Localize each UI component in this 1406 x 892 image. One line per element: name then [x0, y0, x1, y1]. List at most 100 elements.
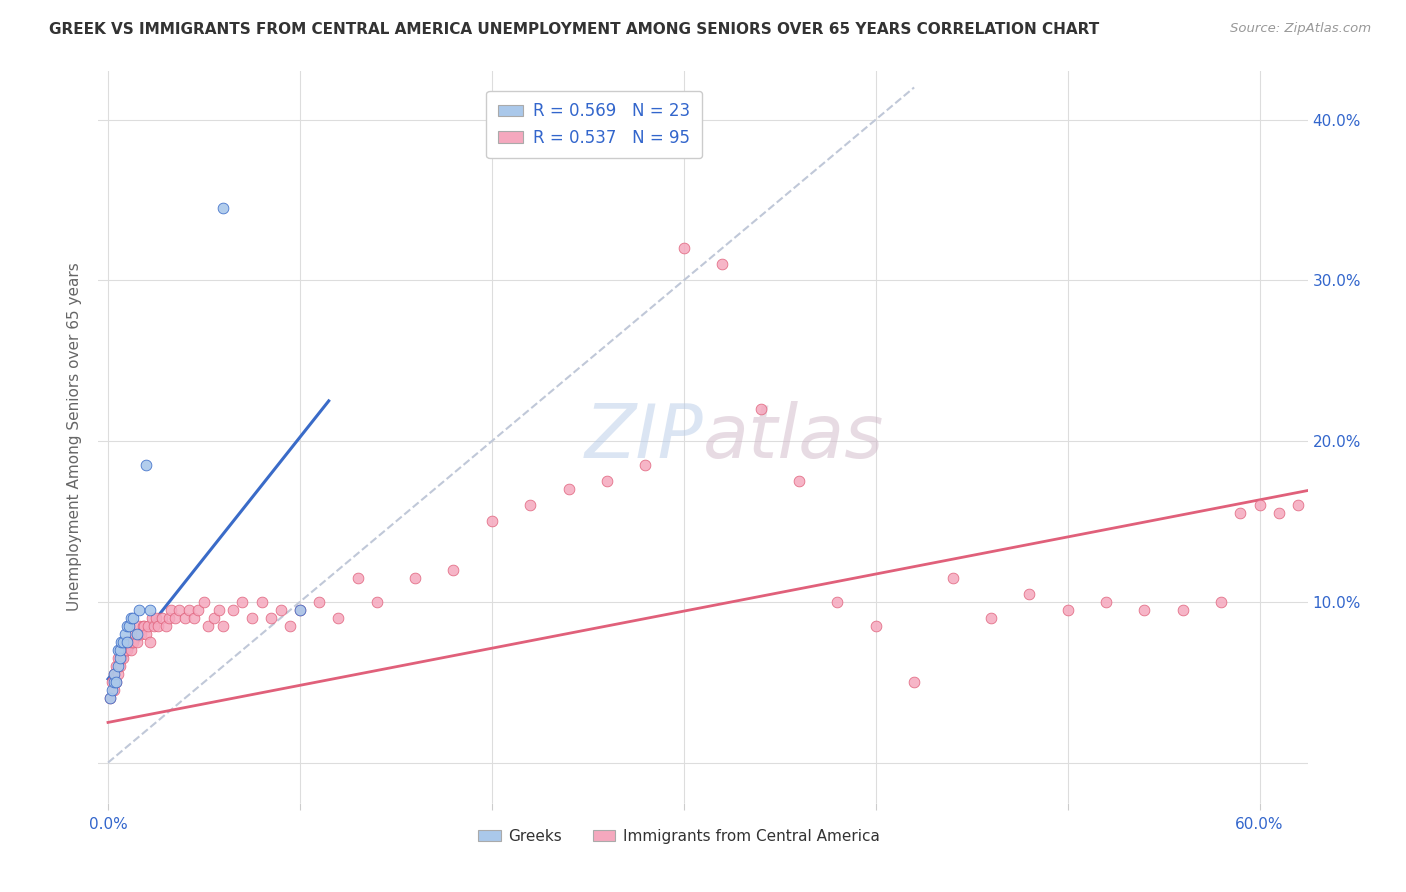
Point [129, 627, 152, 641]
Point [114, 627, 136, 641]
Point [260, 611, 283, 625]
Point [222, 603, 245, 617]
Point [1133, 603, 1156, 617]
Point [1306, 507, 1329, 521]
Point [108, 659, 131, 673]
Point [125, 627, 148, 641]
Point [107, 659, 129, 673]
Point [1344, 523, 1367, 537]
Point [135, 627, 157, 641]
Point [115, 635, 138, 649]
Point [103, 683, 125, 698]
Point [167, 603, 190, 617]
Point [212, 619, 235, 633]
Point [980, 611, 1002, 625]
Point [103, 675, 125, 690]
Point [288, 603, 311, 617]
Point [1364, 507, 1386, 521]
Point [1268, 507, 1291, 521]
Point [145, 611, 167, 625]
Text: ZIP: ZIP [585, 401, 703, 473]
Point [110, 635, 132, 649]
Point [122, 635, 145, 649]
Point [108, 643, 131, 657]
Point [1402, 515, 1406, 529]
Point [120, 611, 142, 625]
Text: atlas: atlas [703, 401, 884, 473]
Point [519, 499, 541, 513]
Legend: Greeks, Immigrants from Central America: Greeks, Immigrants from Central America [471, 822, 886, 850]
Point [212, 201, 235, 215]
Point [787, 475, 810, 489]
Point [135, 458, 157, 473]
Point [1286, 499, 1309, 513]
Point [827, 595, 849, 609]
Point [98, 691, 121, 706]
Point [711, 257, 734, 271]
Point [104, 675, 127, 690]
Point [240, 611, 263, 625]
Point [346, 571, 368, 585]
Point [104, 675, 127, 690]
Point [197, 619, 219, 633]
Point [112, 651, 135, 665]
Y-axis label: Unemployment Among Seniors over 65 years: Unemployment Among Seniors over 65 years [67, 263, 83, 611]
Point [1324, 515, 1347, 529]
Point [941, 571, 963, 585]
Point [115, 635, 138, 649]
Point [865, 619, 887, 633]
Point [115, 643, 138, 657]
Point [308, 595, 330, 609]
Point [443, 563, 465, 577]
Text: GREEK VS IMMIGRANTS FROM CENTRAL AMERICA UNEMPLOYMENT AMONG SENIORS OVER 65 YEAR: GREEK VS IMMIGRANTS FROM CENTRAL AMERICA… [49, 22, 1099, 37]
Point [165, 611, 187, 625]
Point [903, 675, 925, 690]
Point [187, 603, 209, 617]
Point [160, 603, 183, 617]
Point [114, 635, 136, 649]
Point [114, 643, 136, 657]
Point [139, 603, 162, 617]
Point [101, 683, 124, 698]
Point [107, 651, 129, 665]
Point [749, 401, 772, 416]
Point [128, 627, 150, 641]
Point [122, 611, 145, 625]
Point [98, 691, 121, 706]
Point [634, 458, 657, 473]
Point [288, 603, 311, 617]
Point [159, 611, 181, 625]
Point [128, 603, 150, 617]
Point [136, 619, 159, 633]
Point [107, 667, 129, 681]
Point [280, 619, 302, 633]
Point [557, 483, 579, 497]
Point [208, 603, 231, 617]
Point [112, 635, 135, 649]
Point [120, 643, 142, 657]
Point [481, 515, 503, 529]
Point [250, 595, 273, 609]
Point [128, 619, 150, 633]
Point [103, 667, 125, 681]
Point [1382, 507, 1405, 521]
Point [110, 651, 132, 665]
Point [366, 595, 388, 609]
Point [177, 603, 200, 617]
Point [1229, 507, 1251, 521]
Point [328, 611, 350, 625]
Point [120, 635, 142, 649]
Point [115, 619, 138, 633]
Point [202, 611, 225, 625]
Point [596, 475, 619, 489]
Point [270, 603, 292, 617]
Point [193, 595, 215, 609]
Point [139, 635, 162, 649]
Point [124, 627, 146, 641]
Point [118, 619, 141, 633]
Point [1018, 587, 1040, 601]
Text: Source: ZipAtlas.com: Source: ZipAtlas.com [1230, 22, 1371, 36]
Point [1249, 499, 1271, 513]
Point [134, 619, 156, 633]
Point [1095, 595, 1118, 609]
